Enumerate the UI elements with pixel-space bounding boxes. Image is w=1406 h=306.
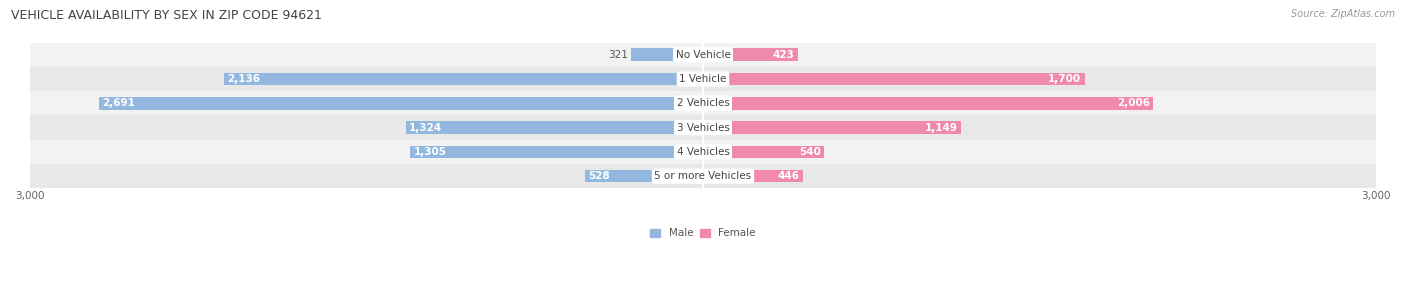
Text: 446: 446 bbox=[778, 171, 800, 181]
Bar bbox=[703, 146, 824, 158]
Bar bbox=[631, 48, 703, 61]
Text: 540: 540 bbox=[799, 147, 821, 157]
Text: 2,691: 2,691 bbox=[103, 98, 135, 108]
Bar bbox=[98, 97, 703, 110]
Text: 1 Vehicle: 1 Vehicle bbox=[679, 74, 727, 84]
Bar bbox=[703, 97, 1153, 110]
Bar bbox=[224, 73, 703, 85]
Text: 2,136: 2,136 bbox=[226, 74, 260, 84]
Legend: Male, Female: Male, Female bbox=[650, 229, 756, 238]
Text: 2,006: 2,006 bbox=[1116, 98, 1150, 108]
Bar bbox=[30, 164, 1376, 188]
Bar bbox=[30, 140, 1376, 164]
Bar bbox=[703, 170, 803, 182]
Bar bbox=[703, 48, 799, 61]
Bar bbox=[406, 121, 703, 134]
Text: 3 Vehicles: 3 Vehicles bbox=[676, 123, 730, 132]
Bar bbox=[703, 73, 1084, 85]
Text: 423: 423 bbox=[773, 50, 794, 60]
Text: 4 Vehicles: 4 Vehicles bbox=[676, 147, 730, 157]
Text: 1,700: 1,700 bbox=[1047, 74, 1081, 84]
Bar bbox=[30, 91, 1376, 115]
Bar bbox=[703, 121, 960, 134]
Text: 1,149: 1,149 bbox=[925, 123, 957, 132]
Bar bbox=[585, 170, 703, 182]
Text: VEHICLE AVAILABILITY BY SEX IN ZIP CODE 94621: VEHICLE AVAILABILITY BY SEX IN ZIP CODE … bbox=[11, 9, 322, 22]
Text: 528: 528 bbox=[588, 171, 610, 181]
Text: Source: ZipAtlas.com: Source: ZipAtlas.com bbox=[1291, 9, 1395, 19]
Bar bbox=[30, 43, 1376, 67]
Bar bbox=[411, 146, 703, 158]
Text: 2 Vehicles: 2 Vehicles bbox=[676, 98, 730, 108]
Bar bbox=[30, 115, 1376, 140]
Text: No Vehicle: No Vehicle bbox=[675, 50, 731, 60]
Text: 321: 321 bbox=[607, 50, 627, 60]
Bar bbox=[30, 67, 1376, 91]
Text: 1,324: 1,324 bbox=[409, 123, 443, 132]
Text: 5 or more Vehicles: 5 or more Vehicles bbox=[654, 171, 752, 181]
Text: 1,305: 1,305 bbox=[413, 147, 447, 157]
